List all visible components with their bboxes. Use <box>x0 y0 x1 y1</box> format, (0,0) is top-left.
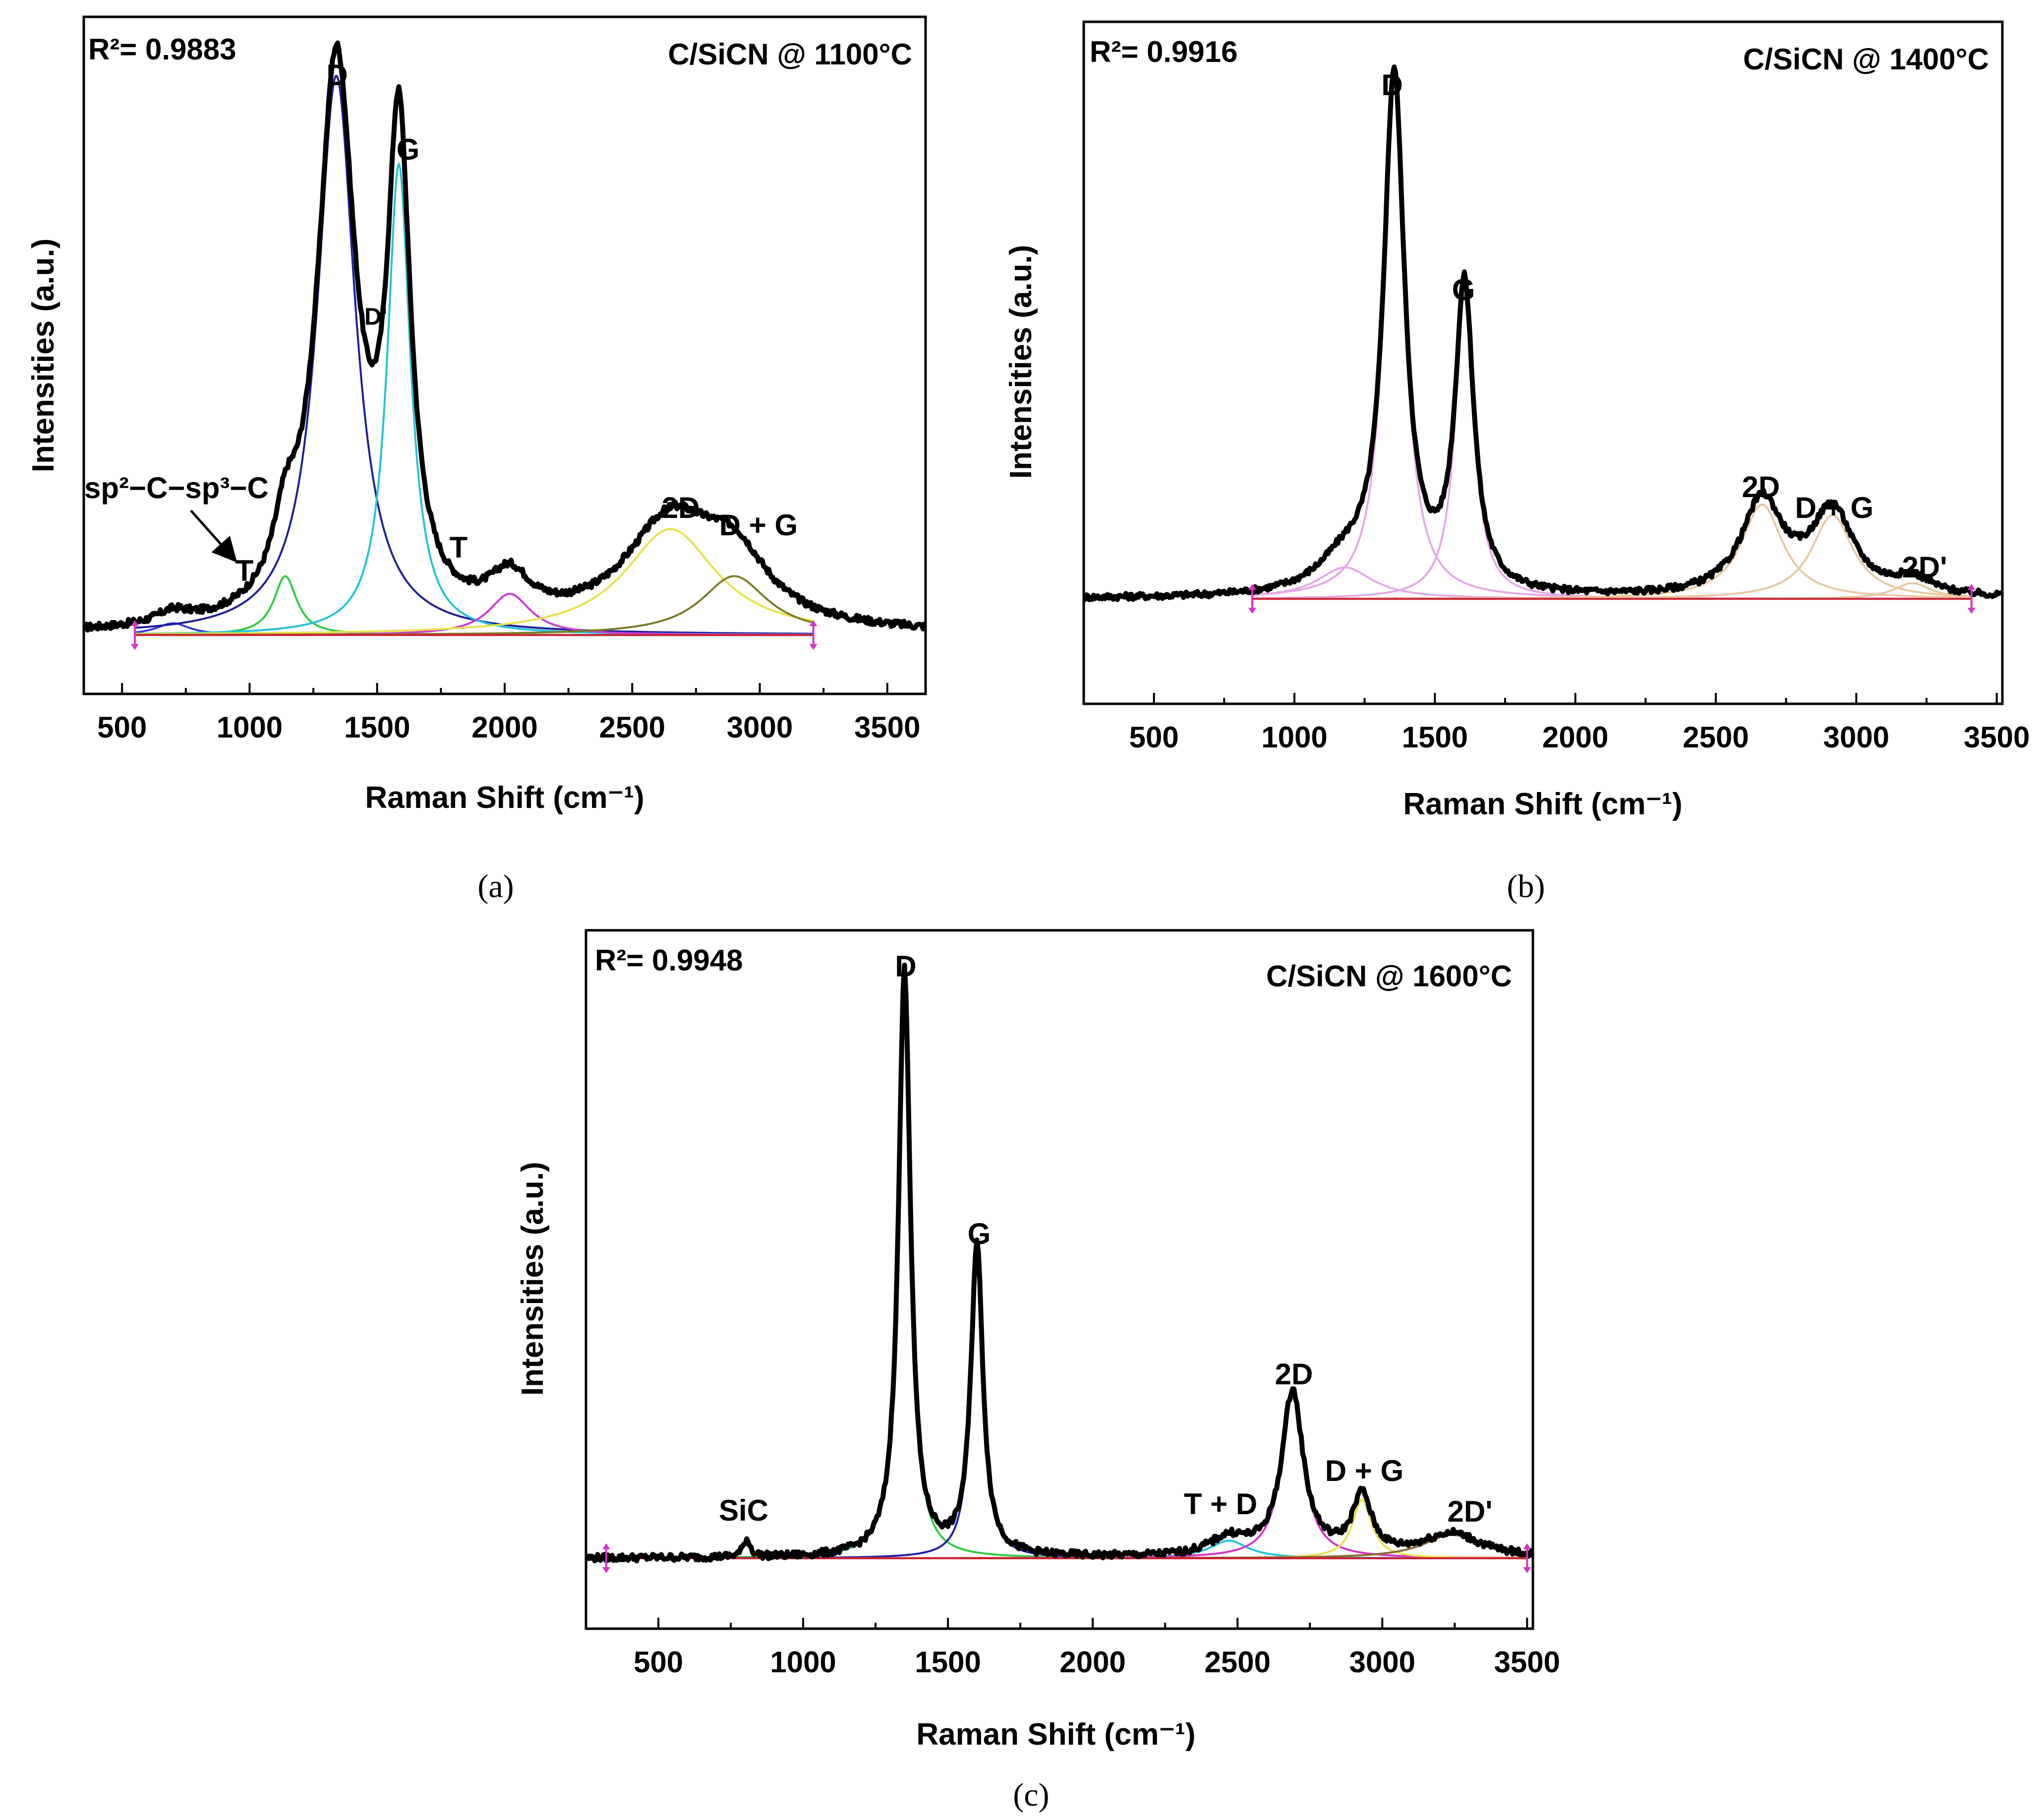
x-tick-label: 1000 <box>1261 721 1327 754</box>
range-marker-arrow <box>1248 584 1256 614</box>
spectrum <box>82 40 927 633</box>
peak-label-sp2-sp3: sp²−C−sp³−C <box>84 471 269 505</box>
x-tick-label: 1500 <box>915 1646 981 1679</box>
plot-frame <box>82 15 927 695</box>
plot-frame <box>1082 20 2004 705</box>
range-marker-arrow <box>1967 584 1976 614</box>
range-marker-arrow <box>1523 1543 1531 1573</box>
x-tick-label: 2000 <box>471 711 537 744</box>
x-tick-label: 500 <box>97 711 147 744</box>
x-ticks: 500 1000 1500 2000 2500 3000 3500 <box>1083 693 2030 754</box>
panel-caption: (c) <box>1013 1777 1049 1813</box>
annotation-arrow <box>190 510 237 563</box>
cumulative-fit <box>134 43 814 623</box>
peak-label-d-plus-g: D + G <box>1325 1454 1403 1487</box>
x-tick-label: 3500 <box>1494 1646 1560 1679</box>
x-axis-label: Raman Shift (cm⁻¹) <box>916 1717 1195 1752</box>
panel-a: 500 1000 1500 2000 2500 3000 3500 R²= 0.9883 C… <box>26 15 927 905</box>
spectrum-line <box>1082 64 2004 602</box>
peak-label-sic: SiC <box>719 1494 768 1527</box>
peak-label-d: D <box>1381 68 1402 102</box>
x-tick-label: 2500 <box>599 711 665 744</box>
x-tick-label: 1500 <box>1402 721 1468 754</box>
plot-frame <box>584 929 1534 1630</box>
x-tick-label: 2000 <box>1059 1646 1125 1679</box>
y-axis-label: Intensities (a.u.) <box>26 238 60 472</box>
peak-label-t-2: T <box>450 531 468 564</box>
panel-b: 500 1000 1500 2000 2500 3000 3500 R²= 0.9916 C… <box>1004 20 2030 905</box>
y-axis-label: Intensities (a.u.) <box>516 1162 550 1396</box>
range-markers <box>130 620 818 650</box>
peak-label-g: G <box>968 1217 991 1250</box>
x-tick-label: 3000 <box>1349 1646 1415 1679</box>
x-tick-label: 1000 <box>217 711 283 744</box>
x-axis-label: Raman Shift (cm⁻¹) <box>1403 787 1682 821</box>
r2-label: R²= 0.9948 <box>595 944 743 977</box>
peak-label-d: D <box>895 950 916 983</box>
r2-label: R²= 0.9916 <box>1090 35 1238 68</box>
peak-label-2d-prime: 2D' <box>1448 1495 1493 1528</box>
x-tick-label: 500 <box>634 1646 683 1679</box>
x-tick-label: 2500 <box>1204 1646 1270 1679</box>
spectrum-line <box>584 963 1534 1564</box>
x-tick-label: 2000 <box>1542 721 1608 754</box>
chart-title: C/SiCN @ 1100°C <box>668 38 912 71</box>
x-tick-label: 3500 <box>1964 721 2030 754</box>
peak-label-2d-prime: 2D' <box>1902 551 1947 584</box>
x-tick-label: 2500 <box>1683 721 1749 754</box>
x-tick-label: 3000 <box>727 711 793 744</box>
fit-component <box>134 528 814 635</box>
range-marker-arrow <box>602 1543 610 1573</box>
fit-components <box>1252 64 1972 600</box>
x-ticks: 500 1000 1500 2000 2500 3000 3500 <box>97 683 921 744</box>
peak-label-t-plus-d: T + D <box>1184 1487 1257 1521</box>
fit-components <box>134 43 814 636</box>
peak-label-g: G <box>397 133 420 166</box>
x-axis-label: Raman Shift (cm⁻¹) <box>365 781 644 815</box>
fit-component <box>134 75 814 635</box>
x-tick-label: 1000 <box>770 1646 836 1679</box>
peak-label-2d: 2D <box>1275 1358 1313 1391</box>
x-tick-label: 1500 <box>344 711 410 744</box>
x-tick-label: 3500 <box>854 711 920 744</box>
range-marker-arrow <box>130 620 139 650</box>
peak-label-d-plus-g: D + G <box>1795 491 1873 524</box>
peak-label-t-1: T <box>235 554 254 587</box>
y-axis-label: Intensities (a.u.) <box>1004 245 1038 479</box>
spectrum-line <box>82 40 927 633</box>
peak-label-d: D <box>326 58 348 92</box>
peak-label-2d: 2D <box>662 491 700 524</box>
x-tick-label: 500 <box>1129 721 1179 754</box>
fit-component <box>134 593 814 636</box>
panel-c: 500 1000 1500 2000 2500 3000 3500 R²= 0.9948 C… <box>516 929 1560 1813</box>
peak-label-g: G <box>1452 273 1475 306</box>
range-markers <box>602 1543 1531 1573</box>
range-marker-arrow <box>809 620 818 650</box>
x-tick-label: 3000 <box>1823 721 1889 754</box>
panel-caption: (b) <box>1507 868 1545 905</box>
fit-component <box>1252 292 1972 600</box>
range-markers <box>1248 584 1976 614</box>
panel-caption: (a) <box>477 868 514 905</box>
spectrum <box>584 963 1534 1564</box>
r2-label: R²= 0.9883 <box>88 33 236 66</box>
chart-title: C/SiCN @ 1600°C <box>1266 960 1512 993</box>
chart-title: C/SiCN @ 1400°C <box>1743 43 1989 76</box>
spectrum <box>1082 64 2004 602</box>
peak-label-d-plus-g: D + G <box>719 509 798 542</box>
peak-label-d-prime: D' <box>364 304 387 330</box>
x-ticks: 500 1000 1500 2000 2500 3000 3500 <box>585 1618 1560 1679</box>
peak-label-2d: 2D <box>1742 470 1780 504</box>
